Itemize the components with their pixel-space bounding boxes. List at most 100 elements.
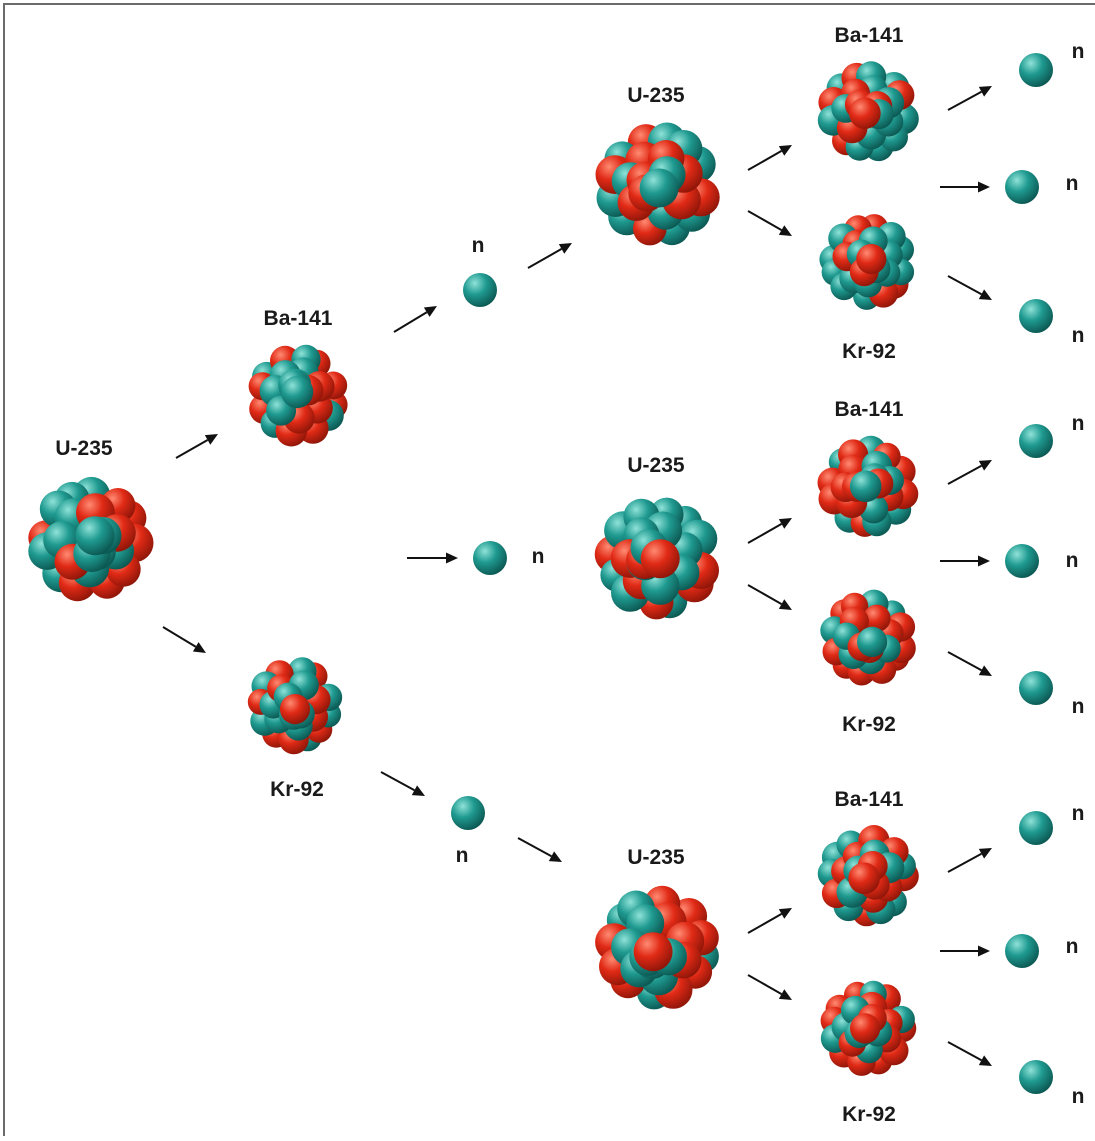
label-kr92-bottom: Kr-92 bbox=[842, 1103, 896, 1126]
nucleus-kr92-top bbox=[819, 214, 915, 310]
label-neutron: n bbox=[1072, 412, 1085, 435]
neutron-sphere bbox=[1019, 1060, 1053, 1094]
arrow bbox=[517, 837, 562, 862]
arrow-head bbox=[192, 642, 206, 653]
arrow bbox=[947, 460, 992, 485]
neutron-sphere bbox=[1019, 811, 1053, 845]
proton-sphere bbox=[856, 244, 887, 275]
arrow bbox=[747, 518, 792, 544]
arrow bbox=[380, 771, 425, 796]
neutron-icon bbox=[1019, 671, 1053, 705]
arrow-head bbox=[978, 945, 990, 957]
proton-sphere bbox=[279, 694, 311, 725]
arrow-head bbox=[978, 86, 992, 97]
label-ba141-middle: Ba-141 bbox=[835, 398, 904, 421]
arrow-shaft bbox=[162, 626, 197, 648]
nucleus-u235-gen0 bbox=[28, 476, 154, 602]
arrow-shaft bbox=[947, 90, 982, 111]
arrow bbox=[407, 552, 458, 564]
arrow-head bbox=[446, 552, 458, 564]
label-u235-bottom: U-235 bbox=[627, 846, 685, 869]
label-kr92-middle: Kr-92 bbox=[842, 713, 896, 736]
neutron-sphere bbox=[473, 541, 507, 575]
nucleus-kr92-middle bbox=[820, 589, 916, 686]
neutron-sphere bbox=[451, 796, 485, 830]
label-ba141-gen1: Ba-141 bbox=[264, 307, 333, 330]
neutron-sphere bbox=[1005, 544, 1039, 578]
nucleus-kr92-gen1 bbox=[247, 657, 343, 755]
neutron-sphere bbox=[1005, 170, 1039, 204]
arrow-head bbox=[978, 289, 992, 300]
arrow-shaft bbox=[947, 275, 982, 296]
arrow-shaft bbox=[947, 1041, 982, 1062]
arrow bbox=[162, 626, 206, 653]
nucleus-u235-bottom bbox=[595, 885, 719, 1010]
proton-sphere bbox=[850, 1013, 881, 1044]
arrow bbox=[527, 243, 572, 269]
nucleus-ba141-middle bbox=[817, 435, 919, 537]
arrow-shaft bbox=[380, 771, 415, 792]
neutron-icon bbox=[1019, 811, 1053, 845]
neutron-icon bbox=[1005, 934, 1039, 968]
neutron-icon bbox=[451, 796, 485, 830]
label-u235-top: U-235 bbox=[627, 84, 685, 107]
neutron-icon bbox=[473, 541, 507, 575]
arrow bbox=[747, 145, 792, 171]
arrow bbox=[947, 651, 992, 676]
neutron-icon bbox=[463, 273, 497, 307]
arrow-head bbox=[978, 1055, 992, 1066]
label-neutron: n bbox=[1072, 324, 1085, 347]
arrow-shaft bbox=[747, 523, 783, 544]
label-neutron: n bbox=[1072, 40, 1085, 63]
arrow-head bbox=[423, 306, 437, 317]
label-neutron: n bbox=[1066, 935, 1079, 958]
arrow-shaft bbox=[175, 439, 209, 459]
arrow bbox=[747, 908, 792, 934]
nucleus-u235-top bbox=[595, 122, 720, 246]
arrow-shaft bbox=[747, 974, 783, 995]
arrow-shaft bbox=[947, 651, 982, 672]
proton-sphere bbox=[640, 539, 680, 579]
label-neutron: n bbox=[472, 234, 485, 257]
arrow-head bbox=[978, 848, 992, 859]
nucleus-kr92-bottom bbox=[820, 980, 917, 1076]
arrow bbox=[747, 210, 792, 236]
arrow-head bbox=[978, 460, 992, 471]
arrow-head bbox=[204, 434, 218, 445]
neutron-sphere bbox=[1019, 53, 1053, 87]
arrow bbox=[393, 306, 437, 333]
label-kr92-top: Kr-92 bbox=[842, 340, 896, 363]
label-kr92-gen1: Kr-92 bbox=[270, 778, 324, 801]
arrow-head bbox=[778, 225, 792, 236]
neutron-icon bbox=[1005, 544, 1039, 578]
proton-sphere bbox=[633, 932, 673, 972]
nucleus-ba141-top bbox=[817, 61, 919, 162]
arrow-head bbox=[778, 145, 792, 156]
arrow-shaft bbox=[747, 584, 783, 605]
neutron-sphere bbox=[1019, 299, 1053, 333]
neutron-sphere bbox=[1005, 934, 1039, 968]
arrow-head bbox=[558, 243, 572, 254]
neutron-sphere bbox=[1019, 671, 1053, 705]
label-ba141-bottom: Ba-141 bbox=[835, 788, 904, 811]
neutron-sphere bbox=[639, 168, 679, 208]
arrow-head bbox=[778, 518, 792, 529]
nucleus-ba141-gen1 bbox=[248, 344, 348, 447]
arrow-shaft bbox=[947, 464, 982, 485]
arrow bbox=[940, 945, 990, 957]
arrow-head bbox=[978, 181, 990, 193]
arrow bbox=[175, 434, 218, 459]
arrow-shaft bbox=[747, 913, 783, 934]
label-u235-middle: U-235 bbox=[627, 454, 685, 477]
neutron-sphere bbox=[463, 273, 497, 307]
arrow-head bbox=[978, 555, 990, 567]
arrow-head bbox=[548, 851, 562, 862]
arrow-shaft bbox=[517, 837, 552, 858]
arrow bbox=[747, 584, 792, 610]
arrow-head bbox=[411, 785, 425, 796]
arrow bbox=[747, 974, 792, 1000]
neutron-icon bbox=[1005, 170, 1039, 204]
neutron-sphere bbox=[1019, 424, 1053, 458]
